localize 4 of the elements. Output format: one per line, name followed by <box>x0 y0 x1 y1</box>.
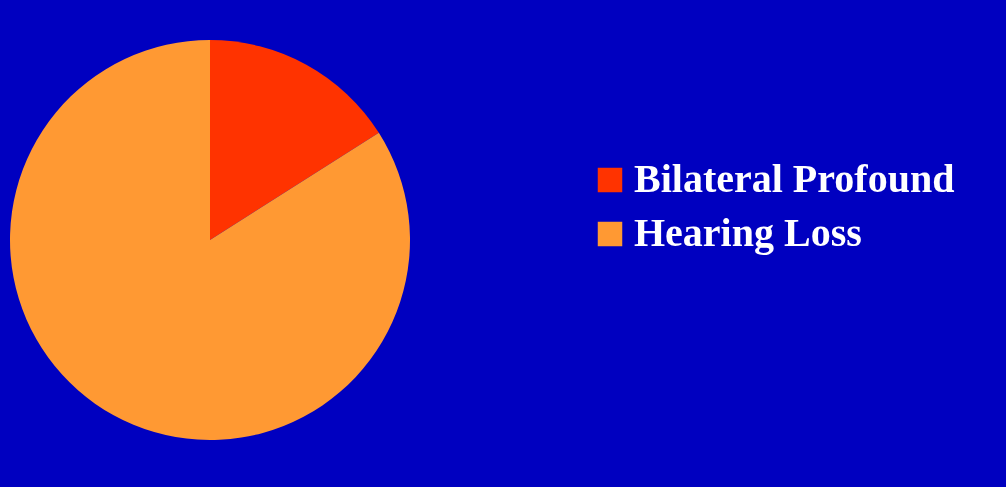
legend-label: Hearing Loss <box>634 210 862 255</box>
legend-label: Bilateral Profound <box>634 156 955 201</box>
pie-slice <box>210 40 379 240</box>
pie-slice <box>10 40 410 440</box>
